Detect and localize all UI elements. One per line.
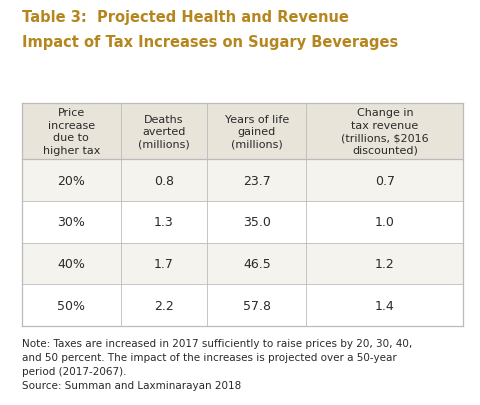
Text: 1.3: 1.3 [154, 216, 174, 229]
Text: 1.7: 1.7 [154, 257, 174, 270]
Text: 23.7: 23.7 [243, 174, 271, 187]
Text: 1.4: 1.4 [375, 299, 395, 312]
Bar [22, 285, 463, 326]
Text: 1.0: 1.0 [375, 216, 395, 229]
Text: 1.2: 1.2 [375, 257, 395, 270]
Text: Price
increase
due to
higher tax: Price increase due to higher tax [43, 108, 100, 155]
Bar [22, 103, 463, 160]
Text: 57.8: 57.8 [243, 299, 271, 312]
Text: 0.8: 0.8 [154, 174, 174, 187]
Bar [22, 160, 463, 202]
Text: Impact of Tax Increases on Sugary Beverages: Impact of Tax Increases on Sugary Bevera… [22, 34, 398, 49]
Text: Table 3:  Projected Health and Revenue: Table 3: Projected Health and Revenue [22, 10, 348, 25]
Text: 2.2: 2.2 [154, 299, 174, 312]
Text: Change in
tax revenue
(trillions, $2016
discounted): Change in tax revenue (trillions, $2016 … [341, 108, 429, 155]
Text: 20%: 20% [57, 174, 85, 187]
Text: 46.5: 46.5 [243, 257, 271, 270]
Text: 40%: 40% [57, 257, 85, 270]
Text: Years of life
gained
(millions): Years of life gained (millions) [225, 114, 289, 149]
Bar [22, 243, 463, 285]
Text: 50%: 50% [57, 299, 85, 312]
Text: 35.0: 35.0 [243, 216, 271, 229]
Text: Deaths
averted
(millions): Deaths averted (millions) [138, 114, 190, 149]
Text: Note: Taxes are increased in 2017 sufficiently to raise prices by 20, 30, 40,
an: Note: Taxes are increased in 2017 suffic… [22, 338, 412, 390]
Bar [22, 202, 463, 243]
Text: 30%: 30% [57, 216, 85, 229]
Text: 0.7: 0.7 [375, 174, 395, 187]
